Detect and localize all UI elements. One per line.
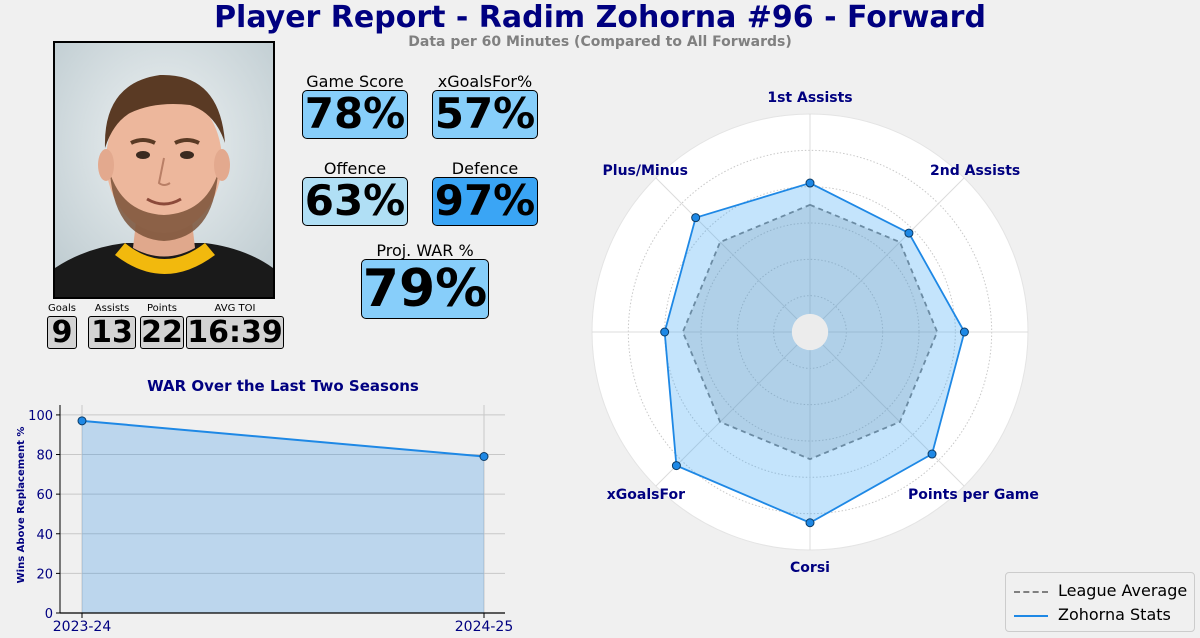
y-tick-label: 100 <box>28 409 53 424</box>
war-label: Proj. WAR % <box>376 241 474 260</box>
player-point <box>660 327 670 337</box>
radar-axis-label: 2nd Assists <box>930 163 1020 179</box>
game-score-label: Game Score <box>306 72 404 91</box>
xgf-label: xGoalsFor% <box>437 72 533 91</box>
toi-label: AVG TOI <box>214 303 256 314</box>
player-point <box>805 178 815 188</box>
game-score-tile: 78% <box>302 90 408 139</box>
points-label: Points <box>146 303 178 314</box>
war-point <box>77 416 87 426</box>
y-tick-label: 80 <box>36 449 53 464</box>
player-point <box>691 213 701 223</box>
radar-spoke <box>655 331 811 487</box>
page-subtitle: Data per 60 Minutes (Compared to All For… <box>408 34 792 50</box>
y-tick-label: 0 <box>45 607 53 622</box>
legend-label: Zohorna Stats <box>1058 605 1171 624</box>
player-photo <box>53 41 275 299</box>
war-line <box>81 419 485 458</box>
player-point <box>671 461 681 471</box>
player-point <box>927 449 937 459</box>
player-point <box>959 327 969 337</box>
war-chart: WAR Over the Last Two Seasons Wins Above… <box>16 377 514 635</box>
goals-label: Goals <box>48 303 76 314</box>
radar-axis-label: Plus/Minus <box>603 163 688 179</box>
radar-axis-label: Corsi <box>790 560 830 576</box>
war-chart-ylabel: Wins Above Replacement % <box>16 427 27 584</box>
player-point <box>805 518 815 528</box>
war-tile: 79% <box>361 259 489 319</box>
radar-axis-label: 1st Assists <box>767 90 852 106</box>
x-tick-label: 2024-25 <box>455 619 514 635</box>
xgf-tile: 57% <box>432 90 538 139</box>
dashed-line-icon <box>1014 590 1048 593</box>
war-area <box>82 420 484 613</box>
player-point <box>904 228 914 238</box>
radar-axis-label: xGoalsFor <box>607 487 685 503</box>
war-chart-title: WAR Over the Last Two Seasons <box>147 377 419 395</box>
radar-spoke <box>809 177 965 333</box>
legend-label: League Average <box>1058 581 1188 600</box>
war-point <box>479 452 489 462</box>
radar-spoke <box>655 177 811 333</box>
radar-legend: League Average Zohorna Stats <box>1005 572 1195 632</box>
defence-label: Defence <box>451 159 519 178</box>
page-title: Player Report - Radim Zohorna #96 - Forw… <box>214 0 986 35</box>
legend-item-zohorna-stats: Zohorna Stats <box>1014 604 1171 626</box>
y-tick-label: 60 <box>36 488 53 503</box>
x-tick-label: 2023-24 <box>53 619 112 635</box>
goals-value: 9 <box>47 316 77 349</box>
legend-item-league-average: League Average <box>1014 580 1187 602</box>
radar-spoke <box>809 331 965 487</box>
radar-center-hole <box>791 313 829 351</box>
toi-value: 16:39 <box>186 315 284 350</box>
defence-tile: 97% <box>432 177 538 226</box>
radar-axis-label: Points per Game <box>908 487 1039 503</box>
assists-label: Assists <box>94 303 130 314</box>
y-tick-label: 20 <box>36 567 53 582</box>
points-value: 22 <box>140 315 184 350</box>
solid-line-icon <box>1014 614 1048 617</box>
offence-tile: 63% <box>302 177 408 226</box>
assists-value: 13 <box>88 316 136 349</box>
offence-label: Offence <box>323 159 387 178</box>
y-tick-label: 40 <box>36 528 53 543</box>
